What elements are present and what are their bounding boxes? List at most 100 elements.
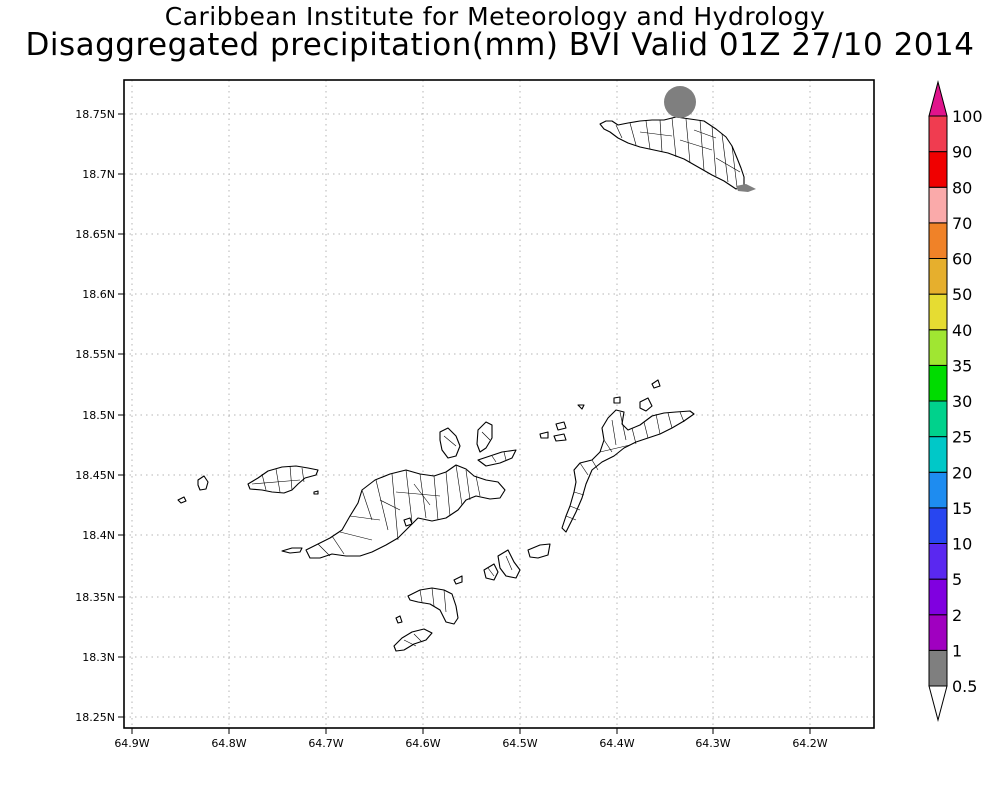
subdivision-line	[475, 475, 481, 497]
lat-tick-label: 18.65N	[75, 228, 115, 241]
colorbar-swatch	[928, 436, 948, 473]
subdivision-line	[317, 543, 331, 557]
colorbar-label: 30	[952, 392, 972, 411]
colorbar-label: 100	[952, 107, 983, 126]
subdivision-line	[361, 489, 373, 521]
subdivision-line	[711, 125, 717, 177]
longitude-axis: 64.9W 64.8W 64.7W 64.6W 64.5W 64.4W 64.3W 64.2W	[114, 728, 828, 750]
subdivision-line	[603, 439, 613, 453]
tortola-island	[305, 464, 506, 559]
subdivision-line	[443, 589, 447, 613]
subdivision-line	[569, 505, 581, 511]
subdivision-line	[655, 413, 661, 435]
subdivision-line	[379, 499, 401, 511]
colorbar-swatch	[928, 329, 948, 366]
subdivision-line	[565, 515, 577, 521]
subdivision-line	[395, 491, 441, 497]
colorbar-label: 60	[952, 250, 972, 269]
colorbar-label: 15	[952, 499, 972, 518]
colorbar-swatch	[928, 186, 948, 224]
colorbar-label: 5	[952, 570, 962, 589]
subdivision-line	[699, 119, 705, 171]
subdivision-line	[659, 119, 663, 153]
subdivision-line	[275, 468, 281, 493]
lat-tick-label: 18.55N	[75, 348, 115, 361]
colorbar-label: 90	[952, 143, 972, 162]
subdivision-line	[679, 411, 685, 423]
islet-mid-2	[539, 431, 549, 439]
subdivision-line	[289, 465, 293, 491]
subdivision-line	[391, 473, 399, 541]
subdivision-line	[731, 145, 738, 188]
subdivision-line	[615, 124, 623, 139]
subdivision-line	[611, 419, 617, 446]
islet-vg-north-1	[651, 379, 661, 389]
colorbar-over-arrow	[928, 80, 948, 117]
islet-mid-1	[555, 421, 567, 431]
map-title: Disaggregated precipitation(mm) BVI Vali…	[25, 27, 975, 63]
subdivision-line	[629, 122, 637, 146]
lat-tick-label: 18.35N	[75, 591, 115, 604]
islands-layer	[177, 116, 745, 652]
subdivision-line	[403, 639, 417, 647]
subdivision-line	[715, 157, 741, 173]
peter-island	[407, 587, 459, 625]
jost-van-dyke-island	[247, 465, 319, 494]
colorbar-label: 25	[952, 428, 972, 447]
precip-layer	[664, 86, 756, 192]
lat-tick-label: 18.45N	[75, 469, 115, 482]
norman-island	[393, 628, 433, 652]
colorbar-label: 1	[952, 641, 962, 660]
islet-vg-north-3	[613, 396, 621, 404]
colorbar-under-arrow	[928, 685, 948, 722]
lon-tick-label: 64.4W	[599, 737, 634, 750]
colorbar-swatch	[928, 543, 948, 580]
subdivision-line	[455, 464, 463, 506]
latitude-axis: 18.75N 18.7N 18.65N 18.6N 18.55N 18.5N 18.45N 1…	[75, 108, 124, 724]
subdivision-line	[339, 531, 373, 541]
lat-tick-label: 18.3N	[82, 651, 115, 664]
subdivision-line	[301, 467, 305, 483]
colorbar-swatch	[928, 578, 948, 616]
subdivision-line	[599, 444, 631, 453]
precip-blob-anegada-northwest	[664, 86, 696, 118]
lon-tick-label: 64.7W	[308, 737, 343, 750]
colorbar-swatch	[928, 507, 948, 544]
subdivision-line	[443, 435, 457, 447]
colorbar-label: 70	[952, 214, 972, 233]
islet-far-west	[177, 496, 187, 504]
colorbar-label: 50	[952, 285, 972, 304]
subdivision-line	[349, 515, 381, 521]
subdivision-line	[487, 567, 495, 577]
colorbar-label: 40	[952, 321, 972, 340]
subdivision-line	[631, 427, 637, 445]
subdivision-line	[645, 120, 651, 150]
subdivision-line	[413, 633, 423, 643]
colorbar-label: 80	[952, 178, 972, 197]
colorbar-swatch	[928, 115, 948, 153]
colorbar-swatch	[928, 258, 948, 295]
subdivision-line	[639, 131, 673, 137]
islet-mid-3	[553, 433, 567, 442]
subdivision-line	[685, 118, 691, 164]
colorbar-swatch	[928, 400, 948, 438]
subdivision-line	[413, 483, 431, 506]
subdivision-line	[431, 587, 435, 607]
lon-tick-label: 64.5W	[502, 737, 537, 750]
lon-tick-label: 64.6W	[405, 737, 440, 750]
subdivision-line	[503, 451, 507, 461]
subdivision-line	[481, 431, 491, 441]
islet-mid-4	[577, 404, 585, 410]
institute-title: Caribbean Institute for Meteorology and …	[164, 2, 826, 31]
lon-tick-label: 64.9W	[114, 737, 149, 750]
lon-tick-label: 64.2W	[792, 737, 827, 750]
colorbar-swatch	[928, 364, 948, 402]
islet-vg-north-2	[639, 397, 653, 412]
lat-tick-label: 18.7N	[82, 168, 115, 181]
subdivision-line	[693, 129, 717, 139]
subdivision-line	[405, 469, 413, 523]
subdivision-line	[671, 117, 677, 158]
guana-island	[439, 427, 461, 459]
